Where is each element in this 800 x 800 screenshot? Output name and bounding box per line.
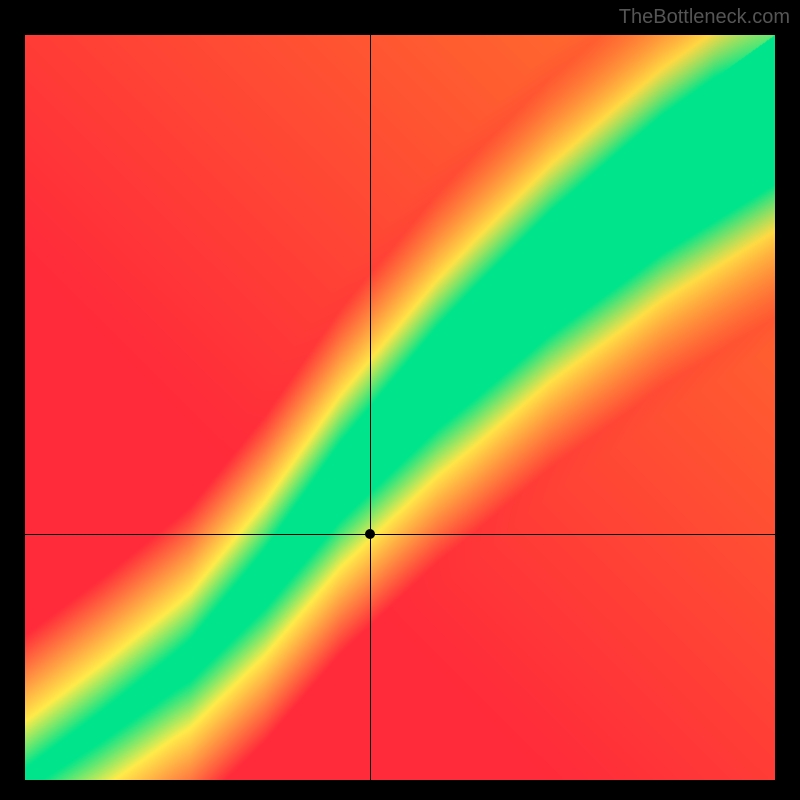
plot-area — [25, 35, 775, 780]
chart-container: TheBottleneck.com — [0, 0, 800, 800]
crosshair-horizontal — [25, 534, 775, 535]
watermark-text: TheBottleneck.com — [619, 6, 790, 29]
heatmap-canvas — [25, 35, 775, 780]
crosshair-vertical — [370, 35, 371, 780]
marker-dot — [365, 529, 375, 539]
